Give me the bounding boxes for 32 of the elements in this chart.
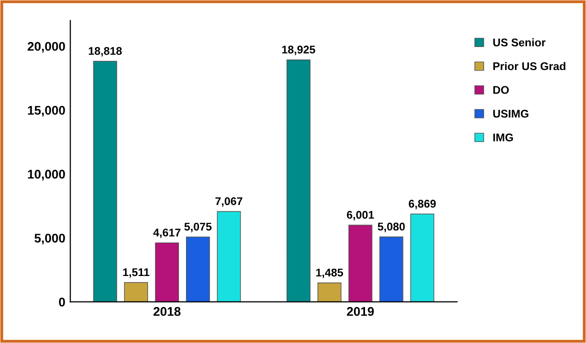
bar — [186, 236, 210, 302]
bar — [124, 282, 148, 302]
legend-label: DO — [493, 86, 509, 94]
bar — [317, 282, 342, 302]
data-label: 5,075 — [184, 222, 212, 232]
y-tick-label: 10,000 — [28, 170, 65, 180]
y-tick-label: 20,000 — [28, 42, 65, 53]
x-tick-label: 2018 — [154, 307, 181, 316]
bar — [216, 211, 241, 302]
legend-label: Prior US Grad — [493, 62, 566, 70]
data-label: 6,869 — [408, 200, 436, 210]
bar — [410, 214, 434, 302]
data-label: 4,617 — [153, 228, 180, 238]
y-tick-label: 5,000 — [34, 234, 65, 244]
data-label: 6,001 — [346, 210, 374, 220]
y-tick-label: 15,000 — [28, 106, 65, 117]
bar — [286, 60, 310, 302]
bar — [348, 224, 372, 302]
legend-label: USIMG — [493, 110, 528, 118]
x-tick-label: 2019 — [346, 307, 374, 316]
legend-label: US Senior — [493, 38, 546, 46]
data-label: 5,080 — [378, 222, 405, 232]
y-tick-label: 0 — [59, 298, 65, 306]
data-label: 1,485 — [316, 268, 344, 278]
bar — [93, 60, 118, 302]
legend-label: IMG — [493, 134, 513, 142]
bar — [155, 242, 179, 302]
data-label: 7,067 — [215, 197, 242, 207]
data-label: 18,818 — [88, 47, 122, 57]
bar — [379, 236, 404, 302]
data-label: 1,511 — [123, 268, 150, 278]
data-label: 18,925 — [282, 46, 316, 56]
